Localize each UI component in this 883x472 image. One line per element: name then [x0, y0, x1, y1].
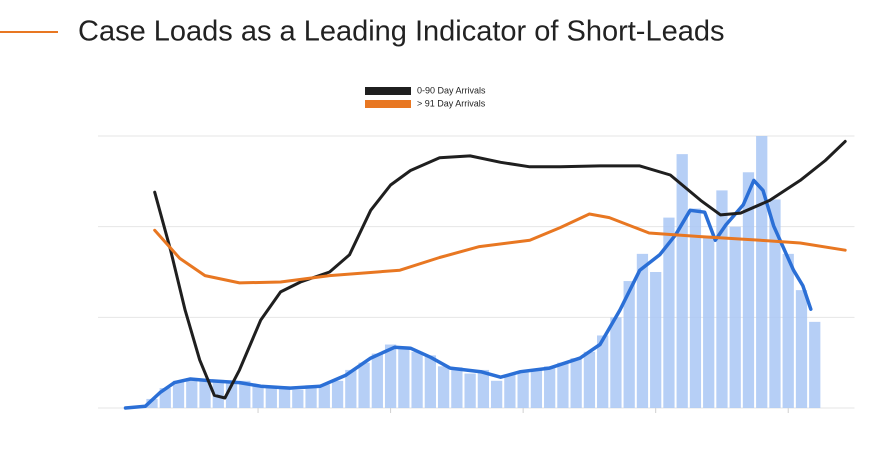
- bar: [384, 344, 397, 408]
- bar: [610, 317, 622, 408]
- bar: [265, 387, 277, 408]
- bar: [292, 389, 304, 408]
- bar: [305, 385, 317, 408]
- bar: [239, 380, 251, 408]
- bar: [623, 281, 635, 408]
- bar: [689, 208, 702, 408]
- bar: [716, 190, 728, 408]
- bar: [477, 369, 490, 408]
- bar: [530, 369, 543, 408]
- bar: [451, 367, 463, 408]
- legend-label: > 91 Day Arrivals: [417, 98, 486, 108]
- bar: [225, 383, 238, 408]
- legend-swatch: [365, 100, 411, 108]
- bar: [703, 235, 715, 408]
- bar: [742, 172, 755, 408]
- bar: [795, 290, 808, 408]
- legend-label: 0-90 Day Arrivals: [417, 85, 486, 95]
- bar: [437, 366, 450, 408]
- bar: [544, 366, 556, 408]
- bar: [729, 226, 741, 408]
- bar: [583, 351, 596, 408]
- bar: [782, 253, 794, 408]
- bar: [663, 217, 675, 408]
- bar: [199, 380, 211, 408]
- bar: [331, 380, 344, 408]
- bar: [424, 355, 436, 408]
- bar: [146, 398, 158, 408]
- bar: [504, 374, 516, 408]
- bar: [769, 199, 781, 408]
- bar: [557, 362, 569, 408]
- bar: [756, 136, 768, 408]
- bar: [570, 358, 582, 408]
- bar: [636, 253, 649, 408]
- bar: [650, 272, 662, 408]
- bar: [464, 373, 476, 408]
- bar: [676, 154, 688, 408]
- series-line: [153, 212, 847, 285]
- bar: [278, 386, 291, 408]
- trend-line: [123, 178, 813, 410]
- bar: [252, 385, 264, 408]
- bar: [358, 362, 370, 408]
- bar: [159, 388, 171, 408]
- bar: [318, 384, 330, 408]
- bar: [490, 380, 503, 408]
- bar: [212, 379, 224, 408]
- bar: [411, 351, 423, 408]
- bar: [172, 380, 185, 408]
- bar: [345, 369, 357, 408]
- bar: [186, 378, 198, 408]
- series-line: [153, 139, 847, 400]
- bar: [517, 371, 529, 408]
- chart-title: Case Loads as a Leading Indicator of Sho…: [78, 16, 724, 48]
- bar: [371, 353, 383, 408]
- legend-swatch: [365, 87, 411, 95]
- bar: [398, 346, 410, 408]
- bar: [809, 321, 821, 408]
- bar: [597, 335, 609, 408]
